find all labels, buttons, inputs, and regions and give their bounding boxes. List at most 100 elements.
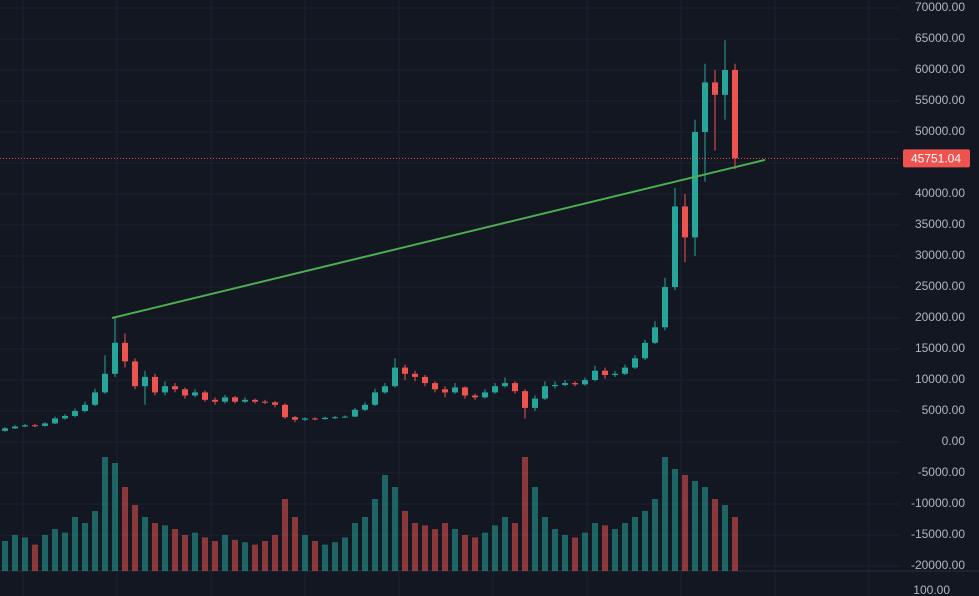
candle-body (672, 206, 678, 287)
candle-body (332, 417, 338, 419)
y-tick-label: 40000.00 (915, 186, 965, 200)
candle-body (322, 417, 328, 420)
candle-body (352, 409, 358, 417)
volume-bar (192, 532, 198, 571)
volume-tick-label: 100.00 (913, 583, 950, 596)
volume-bar (62, 532, 68, 571)
volume-bar (482, 532, 488, 571)
candle-body (172, 386, 178, 390)
volume-bar (42, 535, 48, 571)
candle-body (732, 70, 738, 159)
candle-body (132, 361, 138, 387)
candle-body (242, 399, 248, 402)
volume-bar (12, 535, 18, 571)
candle-body (302, 418, 308, 420)
volume-bar (452, 529, 458, 571)
volume-bar (712, 499, 718, 571)
candle-body (22, 425, 28, 427)
volume-bar (322, 544, 328, 571)
volume-bar (432, 529, 438, 571)
last-price-label: 45751.04 (911, 152, 961, 166)
volume-bar (132, 505, 138, 571)
volume-bar (642, 511, 648, 571)
volume-bar (242, 542, 248, 571)
candle-body (122, 342, 128, 362)
candle-body (512, 383, 518, 392)
y-tick-label: 20000.00 (915, 310, 965, 324)
volume-bar (92, 511, 98, 571)
candle-body (192, 392, 198, 396)
candle-body (572, 383, 578, 385)
candle-body (372, 392, 378, 405)
volume-bar (152, 523, 158, 571)
candle-body (462, 387, 468, 396)
candle-body (502, 383, 508, 387)
candle-body (292, 417, 298, 420)
y-tick-label: -10000.00 (911, 496, 965, 510)
candle-body (612, 373, 618, 376)
volume-bar (612, 529, 618, 571)
volume-bar (382, 475, 388, 571)
volume-bar (622, 523, 628, 571)
y-tick-label: 55000.00 (915, 93, 965, 107)
volume-bar (692, 481, 698, 571)
candle-body (712, 82, 718, 95)
candle-body (2, 428, 8, 431)
volume-bar (732, 517, 738, 571)
candle-body (312, 418, 318, 420)
volume-bar (502, 517, 508, 571)
volume-bar (572, 537, 578, 571)
volume-bar (372, 499, 378, 571)
candle-body (62, 415, 68, 419)
volume-bar (22, 537, 28, 571)
volume-bar (422, 525, 428, 571)
candle-body (102, 373, 108, 393)
volume-bar (722, 505, 728, 571)
volume-bar (282, 499, 288, 571)
y-tick-label: 70000.00 (915, 0, 965, 14)
volume-bar (142, 517, 148, 571)
y-tick-label: 15000.00 (915, 341, 965, 355)
candle-body (472, 395, 478, 398)
candle-body (362, 404, 368, 410)
candle-body (82, 404, 88, 411)
candle-body (92, 392, 98, 405)
candle-body (722, 70, 728, 95)
trend-line (111, 158, 766, 319)
candle-body (182, 389, 188, 396)
volume-bar (162, 525, 168, 571)
candle-body (542, 386, 548, 399)
y-tick-label: 30000.00 (915, 248, 965, 262)
volume-bar (662, 457, 668, 571)
candle-body (492, 386, 498, 393)
candle-body (232, 397, 238, 402)
candle-body (202, 392, 208, 400)
candle-body (262, 401, 268, 403)
candle-body (422, 376, 428, 384)
candle-body (212, 399, 218, 402)
volume-bar (632, 517, 638, 571)
y-tick-label: -15000.00 (911, 527, 965, 541)
candle-body (72, 411, 78, 416)
volume-bar (32, 544, 38, 571)
volume-bar (402, 511, 408, 571)
candle-body (652, 327, 658, 343)
volume-bar (352, 523, 358, 571)
volume-bar (72, 517, 78, 571)
candle-body (532, 398, 538, 408)
candle-body (392, 367, 398, 387)
candle-body (142, 376, 148, 387)
volume-bar (232, 539, 238, 571)
y-tick-label: -5000.00 (918, 465, 966, 479)
volume-bar (302, 535, 308, 571)
volume-bar (82, 523, 88, 571)
volume-bar (122, 487, 128, 571)
volume-bar (532, 487, 538, 571)
y-tick-label: 35000.00 (915, 217, 965, 231)
volume-bar (362, 517, 368, 571)
volume-bar (2, 541, 8, 571)
candle-body (402, 367, 408, 374)
volume-bar (262, 541, 268, 571)
